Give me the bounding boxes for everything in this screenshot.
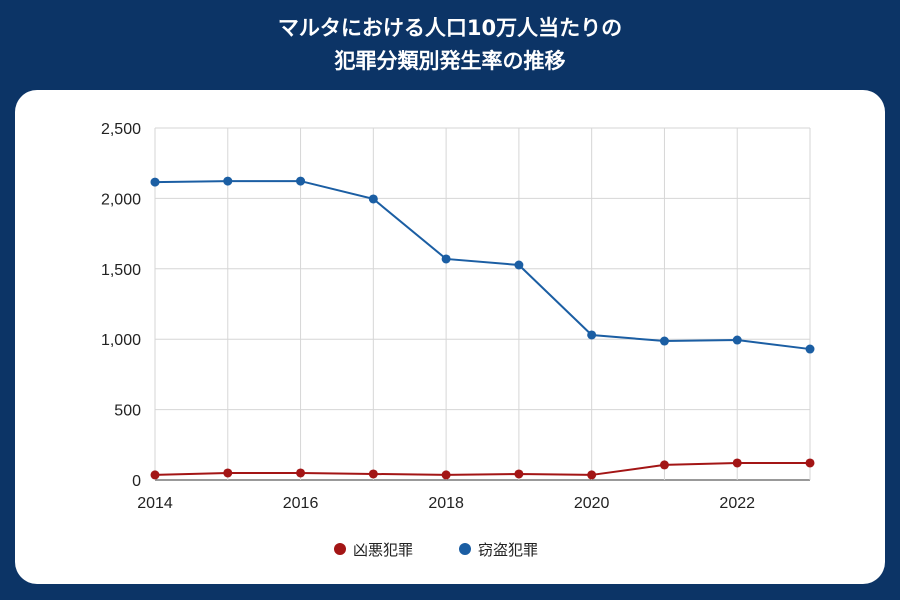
data-point [805, 344, 815, 354]
data-point [659, 460, 669, 470]
legend-label: 窃盗犯罪 [478, 541, 538, 559]
legend-marker [459, 543, 471, 555]
y-tick-label: 500 [114, 403, 141, 420]
x-tick-label: 2014 [137, 495, 173, 512]
data-point [441, 470, 451, 480]
series-line-0 [154, 461, 810, 476]
y-tick-label: 0 [132, 473, 141, 490]
data-point [296, 176, 306, 186]
data-point [150, 177, 160, 187]
y-tick-label: 1,500 [101, 262, 141, 279]
title-line-2: 犯罪分類別発生率の推移 [334, 49, 566, 73]
legend-label: 凶悪犯罪 [353, 541, 413, 559]
data-point [659, 336, 669, 346]
chart-title: マルタにおける人口10万人当たりの 犯罪分類別発生率の推移 [0, 12, 900, 78]
data-point [587, 470, 597, 480]
data-point [514, 469, 524, 479]
data-point [514, 260, 524, 270]
data-point [805, 458, 815, 468]
series-line-1 [154, 180, 811, 351]
data-point [223, 176, 233, 186]
x-tick-label: 2022 [719, 495, 755, 512]
y-tick-label: 2,500 [101, 121, 141, 138]
legend-marker [334, 543, 346, 555]
data-point [296, 468, 306, 478]
data-point [441, 254, 451, 264]
x-tick-label: 2016 [283, 495, 319, 512]
data-point [150, 470, 160, 480]
data-point [732, 335, 742, 345]
data-point [732, 458, 742, 468]
y-tick-label: 2,000 [101, 191, 141, 208]
data-point [368, 469, 378, 479]
data-point [223, 468, 233, 478]
y-tick-label: 1,000 [101, 332, 141, 349]
data-point [368, 194, 378, 204]
title-line-1: マルタにおける人口10万人当たりの [277, 16, 623, 40]
data-point [587, 330, 597, 340]
x-tick-label: 2018 [428, 495, 464, 512]
x-tick-label: 2020 [574, 495, 610, 512]
